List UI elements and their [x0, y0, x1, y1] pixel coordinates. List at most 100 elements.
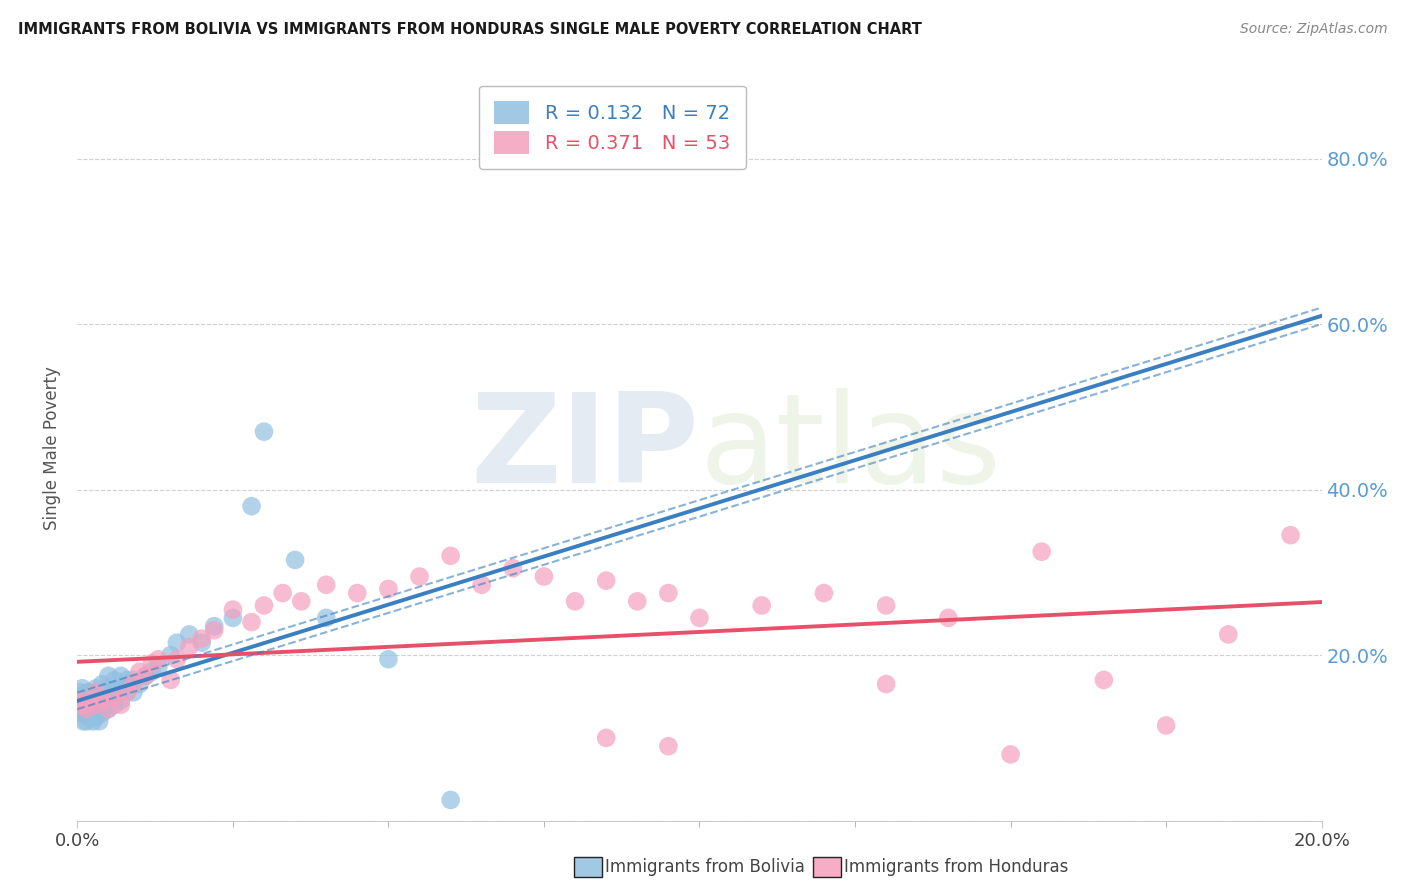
Point — [91, 693, 114, 707]
Point — [271, 586, 294, 600]
Point — [502, 561, 524, 575]
Point — [1279, 528, 1302, 542]
Point — [595, 574, 617, 588]
Point — [689, 611, 711, 625]
Point — [377, 652, 399, 666]
Point — [128, 677, 150, 691]
Point — [115, 673, 138, 687]
Point — [79, 693, 101, 707]
Point — [253, 425, 276, 439]
Point — [115, 685, 138, 699]
Point — [67, 693, 90, 707]
Point — [76, 693, 98, 707]
Point — [80, 693, 103, 707]
Point — [87, 698, 110, 712]
Point — [87, 714, 110, 729]
Point — [97, 702, 120, 716]
Point — [471, 578, 494, 592]
Point — [135, 669, 157, 683]
Point — [122, 673, 145, 687]
Point — [222, 611, 245, 625]
Point — [115, 685, 138, 699]
Point — [240, 615, 263, 629]
Text: Source: ZipAtlas.com: Source: ZipAtlas.com — [1240, 22, 1388, 37]
Point — [1218, 627, 1240, 641]
Point — [69, 698, 91, 712]
Point — [104, 690, 127, 704]
Point — [595, 731, 617, 745]
Point — [75, 698, 97, 712]
Point — [938, 611, 960, 625]
Point — [284, 553, 307, 567]
Point — [148, 652, 170, 666]
Point — [166, 652, 188, 666]
Point — [80, 706, 103, 720]
Point — [72, 693, 94, 707]
Text: atlas: atlas — [700, 388, 1001, 508]
Point — [110, 698, 132, 712]
Point — [70, 706, 93, 720]
Point — [128, 665, 150, 679]
Point — [97, 693, 120, 707]
Point — [72, 702, 94, 716]
Point — [626, 594, 648, 608]
Point — [97, 702, 120, 716]
Point — [875, 599, 897, 613]
Point — [202, 624, 225, 638]
Point — [91, 677, 114, 691]
Point — [346, 586, 368, 600]
Point — [75, 706, 97, 720]
Point — [179, 627, 201, 641]
Point — [76, 702, 98, 716]
Point — [290, 594, 312, 608]
Point — [159, 673, 181, 687]
Point — [72, 681, 94, 696]
Point — [110, 681, 132, 696]
Point — [1092, 673, 1115, 687]
Text: ZIP: ZIP — [471, 388, 700, 508]
Point — [76, 702, 98, 716]
Point — [135, 669, 157, 683]
Point — [69, 685, 91, 699]
Point — [86, 706, 108, 720]
Point — [82, 702, 104, 716]
Text: Immigrants from Honduras: Immigrants from Honduras — [844, 858, 1069, 876]
Point — [91, 698, 114, 712]
Point — [122, 677, 145, 691]
Point — [202, 619, 225, 633]
Point — [408, 569, 430, 583]
Point — [104, 673, 127, 687]
Point — [564, 594, 586, 608]
Point — [67, 693, 90, 707]
Point — [179, 640, 201, 654]
Point — [84, 681, 107, 696]
Point — [91, 685, 114, 699]
Point — [82, 714, 104, 729]
Point — [159, 648, 181, 662]
Point — [377, 582, 399, 596]
Point — [191, 632, 214, 646]
Point — [657, 739, 679, 753]
Point — [148, 660, 170, 674]
Legend: R = 0.132   N = 72, R = 0.371   N = 53: R = 0.132 N = 72, R = 0.371 N = 53 — [479, 86, 745, 169]
Point — [93, 698, 115, 712]
Point — [440, 549, 463, 563]
Point — [110, 669, 132, 683]
Point — [70, 690, 93, 704]
Point — [84, 698, 107, 712]
Point — [79, 685, 101, 699]
Point — [166, 636, 188, 650]
Point — [87, 685, 110, 699]
Point — [77, 685, 100, 699]
Point — [657, 586, 679, 600]
Point — [84, 685, 107, 699]
Point — [72, 698, 94, 712]
Point — [76, 714, 98, 729]
Point — [97, 681, 120, 696]
Point — [94, 685, 117, 699]
Point — [240, 499, 263, 513]
Point — [73, 693, 96, 707]
Point — [751, 599, 773, 613]
Point — [79, 698, 101, 712]
Point — [69, 698, 91, 712]
